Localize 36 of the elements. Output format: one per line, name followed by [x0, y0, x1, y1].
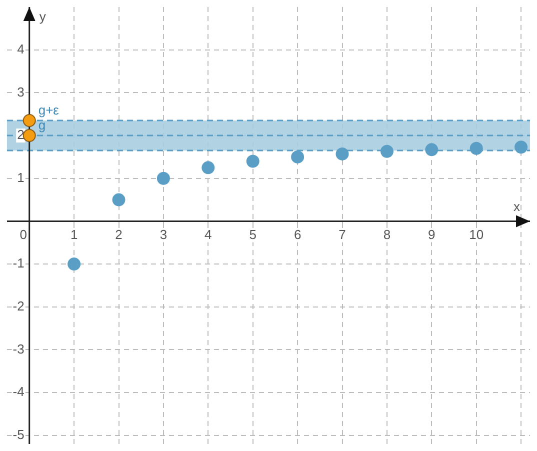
x-tick-label: 4	[204, 226, 212, 242]
point	[246, 154, 260, 168]
point	[514, 140, 528, 154]
x-tick-label: 9	[428, 226, 436, 242]
annotation: g+ε	[38, 102, 60, 118]
x-tick-label: 5	[249, 226, 256, 242]
point	[68, 258, 81, 271]
point	[291, 150, 304, 164]
x-tick-label: 10	[469, 226, 484, 242]
y-tick-label: -3	[12, 341, 24, 356]
x-tick-label: 2	[115, 226, 122, 242]
y-tick-label: -1	[12, 256, 24, 271]
annotation: g	[38, 118, 46, 133]
point	[156, 172, 170, 185]
point	[336, 147, 349, 160]
x-tick-label: 1	[70, 226, 78, 242]
point	[380, 144, 394, 158]
x-tick-label: 3	[160, 226, 168, 242]
point	[470, 142, 483, 155]
point	[202, 161, 215, 174]
x-tick-label: 8	[383, 226, 391, 242]
y-tick-label: -5	[12, 427, 24, 442]
y-axis-title: y	[39, 9, 46, 24]
point	[22, 129, 36, 142]
point	[22, 114, 36, 128]
y-tick-label: -2	[12, 298, 24, 314]
point	[112, 193, 126, 206]
x-tick-label: 6	[294, 226, 302, 242]
x-tick-label: 0	[20, 226, 27, 242]
y-tick-label: 1	[17, 170, 24, 185]
y-tick-label: 3	[17, 84, 24, 100]
y-tick-label: 4	[17, 41, 24, 56]
x-axis-title: x	[514, 199, 520, 214]
x-tick-label: 7	[338, 226, 346, 242]
point	[425, 143, 438, 156]
y-tick-label: -4	[12, 384, 24, 400]
